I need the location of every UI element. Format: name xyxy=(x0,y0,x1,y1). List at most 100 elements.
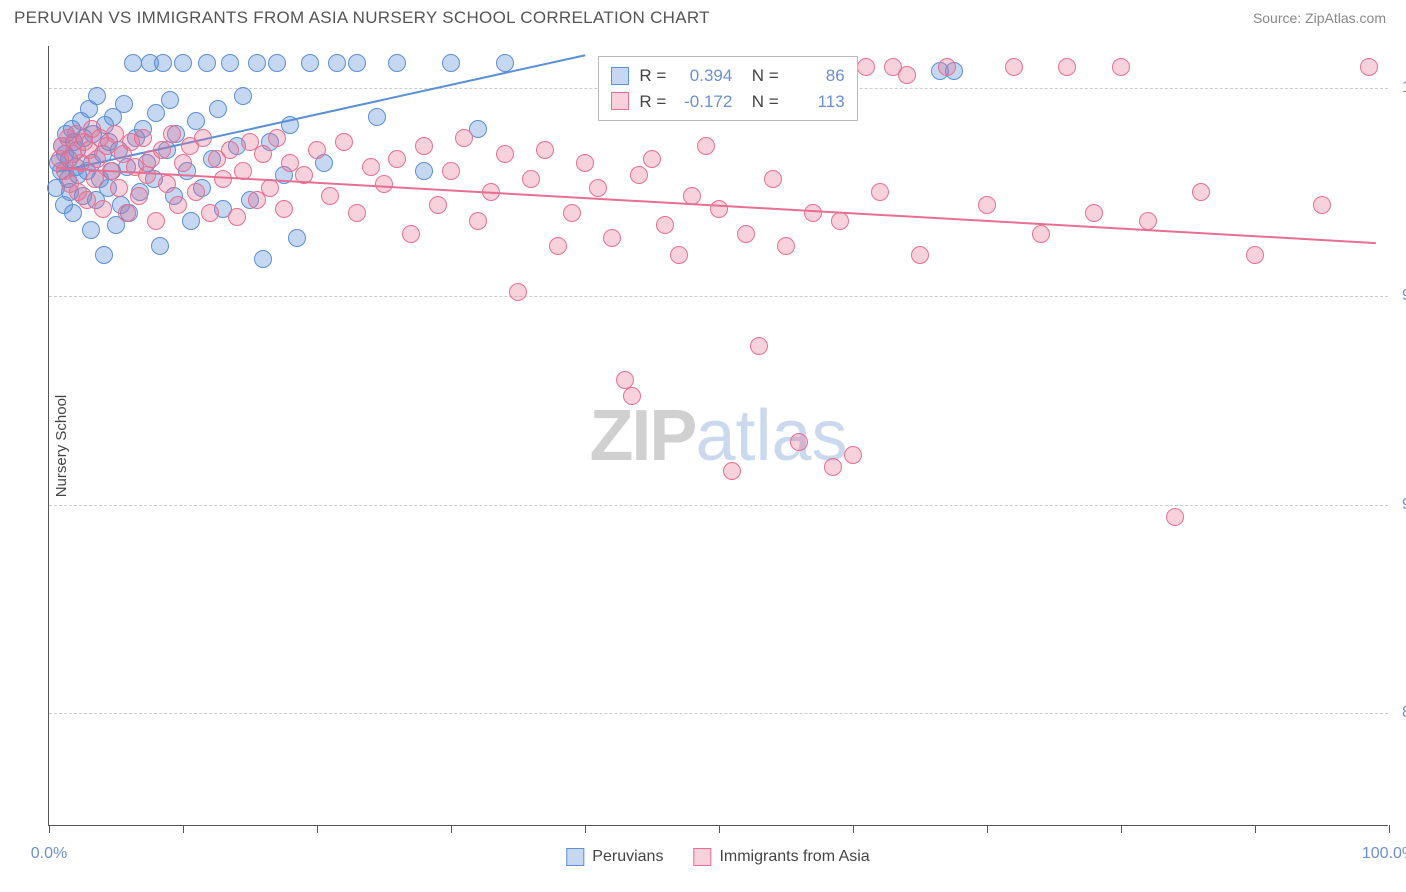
data-point xyxy=(151,237,169,255)
x-tick xyxy=(853,825,854,833)
data-point xyxy=(455,129,473,147)
data-point xyxy=(95,246,113,264)
data-point xyxy=(153,141,171,159)
data-point xyxy=(898,66,916,84)
data-point xyxy=(368,108,386,126)
data-point xyxy=(158,175,176,193)
data-point xyxy=(130,187,148,205)
data-point xyxy=(630,166,648,184)
data-point xyxy=(94,200,112,218)
data-point xyxy=(163,125,181,143)
data-point xyxy=(335,133,353,151)
stat-r-value: -0.172 xyxy=(676,89,732,115)
data-point xyxy=(118,204,136,222)
data-point xyxy=(248,54,266,72)
stats-row: R =0.394 N =86 xyxy=(611,63,844,89)
legend-swatch xyxy=(566,848,584,866)
data-point xyxy=(275,200,293,218)
data-point xyxy=(496,54,514,72)
data-point xyxy=(209,100,227,118)
data-point xyxy=(938,58,956,76)
data-point xyxy=(522,170,540,188)
data-point xyxy=(509,283,527,301)
data-point xyxy=(1085,204,1103,222)
data-point xyxy=(710,200,728,218)
x-tick xyxy=(987,825,988,833)
legend-item: Immigrants from Asia xyxy=(693,848,869,866)
y-tick-label: 90.0% xyxy=(1392,496,1406,514)
legend-label: Immigrants from Asia xyxy=(719,848,869,866)
data-point xyxy=(603,229,621,247)
data-point xyxy=(831,212,849,230)
y-tick-label: 100.0% xyxy=(1392,79,1406,97)
data-point xyxy=(154,54,172,72)
data-point xyxy=(723,462,741,480)
data-point xyxy=(328,54,346,72)
data-point xyxy=(348,54,366,72)
data-point xyxy=(348,204,366,222)
data-point xyxy=(1246,246,1264,264)
legend-swatch xyxy=(611,92,629,110)
data-point xyxy=(221,54,239,72)
data-point xyxy=(169,196,187,214)
data-point xyxy=(844,446,862,464)
stat-r-value: 0.394 xyxy=(676,63,732,89)
data-point xyxy=(656,216,674,234)
legend-swatch xyxy=(693,848,711,866)
data-point xyxy=(804,204,822,222)
data-point xyxy=(429,196,447,214)
data-point xyxy=(616,371,634,389)
data-point xyxy=(201,204,219,222)
data-point xyxy=(187,183,205,201)
data-point xyxy=(1166,508,1184,526)
gridline xyxy=(49,713,1388,714)
data-point xyxy=(824,458,842,476)
data-point xyxy=(415,162,433,180)
stat-label: N = xyxy=(742,63,778,89)
data-point xyxy=(174,54,192,72)
data-point xyxy=(549,237,567,255)
data-point xyxy=(1112,58,1130,76)
data-point xyxy=(911,246,929,264)
stats-box: R =0.394 N =86R =-0.172 N =113 xyxy=(598,56,857,121)
data-point xyxy=(134,129,152,147)
data-point xyxy=(228,208,246,226)
data-point xyxy=(737,225,755,243)
stat-label: R = xyxy=(639,63,666,89)
legend-swatch xyxy=(611,67,629,85)
legend-item: Peruvians xyxy=(566,848,663,866)
data-point xyxy=(268,54,286,72)
y-tick-label: 95.0% xyxy=(1392,287,1406,305)
x-tick xyxy=(451,825,452,833)
data-point xyxy=(857,58,875,76)
data-point xyxy=(1139,212,1157,230)
source-label: Source: ZipAtlas.com xyxy=(1253,10,1386,26)
stat-label: N = xyxy=(742,89,778,115)
y-tick-label: 85.0% xyxy=(1392,704,1406,722)
data-point xyxy=(1360,58,1378,76)
x-tick xyxy=(1121,825,1122,833)
data-point xyxy=(388,150,406,168)
data-point xyxy=(138,166,156,184)
data-point xyxy=(321,187,339,205)
data-point xyxy=(442,54,460,72)
data-point xyxy=(790,433,808,451)
data-point xyxy=(194,129,212,147)
x-tick xyxy=(1389,825,1390,833)
data-point xyxy=(362,158,380,176)
data-point xyxy=(388,54,406,72)
data-point xyxy=(1192,183,1210,201)
data-point xyxy=(871,183,889,201)
data-point xyxy=(777,237,795,255)
stat-label: R = xyxy=(639,89,666,115)
data-point xyxy=(402,225,420,243)
data-point xyxy=(254,250,272,268)
data-point xyxy=(254,145,272,163)
x-tick xyxy=(317,825,318,833)
data-point xyxy=(147,212,165,230)
data-point xyxy=(1005,58,1023,76)
data-point xyxy=(182,212,200,230)
data-point xyxy=(301,54,319,72)
scatter-plot: ZIPatlas 85.0%90.0%95.0%100.0%0.0%100.0%… xyxy=(48,46,1388,826)
stats-row: R =-0.172 N =113 xyxy=(611,89,844,115)
